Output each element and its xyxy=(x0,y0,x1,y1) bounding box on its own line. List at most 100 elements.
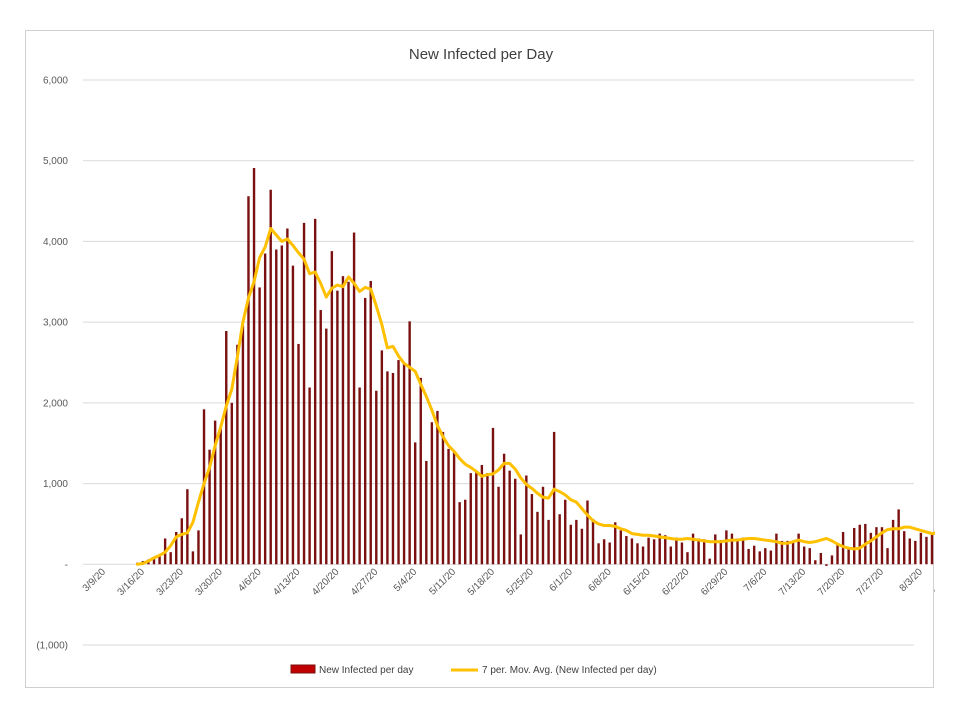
bar xyxy=(425,460,428,565)
bar xyxy=(786,540,789,565)
bar xyxy=(308,387,311,565)
legend: New Infected per day 7 per. Mov. Avg. (N… xyxy=(290,664,657,676)
bar xyxy=(891,519,895,565)
bar xyxy=(430,422,434,565)
bar xyxy=(930,532,934,565)
bar xyxy=(502,453,506,565)
bar xyxy=(897,509,900,565)
x-tick-label: 7/27/20 xyxy=(855,566,887,598)
bar xyxy=(608,542,611,565)
bar xyxy=(825,564,828,566)
bar xyxy=(375,390,378,565)
bar xyxy=(708,558,711,565)
bar xyxy=(591,519,595,565)
chart-title: New Infected per Day xyxy=(409,46,554,63)
x-tick-label: 5/4/20 xyxy=(392,566,420,594)
bar xyxy=(903,531,906,565)
bar xyxy=(725,530,728,565)
bar xyxy=(841,532,845,565)
chart-frame: New Infected per Day (1,000) - 1,000 2,000 3… xyxy=(25,30,935,688)
bar xyxy=(719,540,723,565)
bar xyxy=(452,451,456,565)
y-tick-label: 5,000 xyxy=(43,156,68,167)
y-tick-label: (1,000) xyxy=(36,641,68,652)
x-tick-label: 6/15/20 xyxy=(621,566,653,598)
bar xyxy=(241,325,245,565)
bar xyxy=(358,387,361,565)
bar xyxy=(419,377,422,565)
y-tick-label: 2,000 xyxy=(43,398,68,409)
bar xyxy=(641,546,645,565)
bar xyxy=(630,538,634,565)
y-tick-label: 1,000 xyxy=(43,479,68,490)
bar xyxy=(475,470,478,565)
bar xyxy=(747,548,750,565)
bar xyxy=(258,287,261,565)
x-axis-ticks: 3/9/20 3/16/20 3/23/20 3/30/20 4/6/20 4/13/20… xyxy=(81,566,935,598)
bar xyxy=(525,475,528,565)
bar xyxy=(397,360,400,565)
bar xyxy=(602,539,606,565)
bar-series xyxy=(136,167,934,566)
bar xyxy=(597,543,600,565)
bar xyxy=(497,486,500,565)
bar xyxy=(191,551,195,565)
bar xyxy=(336,290,339,565)
bar xyxy=(802,546,806,565)
bar xyxy=(775,533,778,565)
bar xyxy=(169,552,172,565)
bar xyxy=(853,527,856,565)
legend-label-bars: New Infected per day xyxy=(319,665,414,676)
bar xyxy=(858,524,861,565)
bar xyxy=(814,560,817,565)
bar xyxy=(369,280,372,565)
x-tick-label: 4/6/20 xyxy=(236,566,264,594)
bar xyxy=(180,518,183,565)
chart: New Infected per Day (1,000) - 1,000 2,000 3… xyxy=(36,46,935,676)
bar xyxy=(569,524,572,565)
bar xyxy=(225,331,228,565)
bar xyxy=(197,530,200,565)
bar xyxy=(836,544,839,565)
x-tick-label: 8/3/20 xyxy=(898,566,926,594)
x-tick-label: 7/6/20 xyxy=(742,566,770,594)
y-tick-label: 3,000 xyxy=(43,318,68,329)
bar xyxy=(514,478,517,565)
y-axis-ticks: (1,000) - 1,000 2,000 3,000 4,000 5,000 6,000 xyxy=(36,76,68,652)
bar xyxy=(908,538,911,565)
bar xyxy=(730,533,734,565)
bar xyxy=(347,281,350,565)
bar xyxy=(586,500,589,565)
bar xyxy=(875,527,878,565)
bar xyxy=(625,536,628,565)
bar xyxy=(925,536,928,565)
bar xyxy=(208,449,211,565)
bar xyxy=(247,196,250,565)
bar xyxy=(736,538,739,565)
x-tick-label: 4/20/20 xyxy=(310,566,342,598)
bar xyxy=(702,539,706,565)
bar xyxy=(780,540,784,565)
bar xyxy=(458,502,461,565)
bar xyxy=(408,321,411,565)
x-tick-label: 6/1/20 xyxy=(547,566,575,594)
bar xyxy=(541,486,545,565)
bar xyxy=(469,473,472,565)
bar xyxy=(319,310,322,565)
bar xyxy=(464,499,467,565)
bar xyxy=(686,552,689,565)
bar xyxy=(769,550,773,565)
bar xyxy=(175,532,178,565)
legend-swatch-bars xyxy=(290,664,316,674)
bar xyxy=(880,527,884,565)
x-tick-label: 3/30/20 xyxy=(193,566,225,598)
bar xyxy=(764,548,767,565)
bar xyxy=(486,473,489,565)
x-tick-label: 6/22/20 xyxy=(660,566,692,598)
bar xyxy=(652,539,656,565)
bar xyxy=(402,363,406,565)
bar xyxy=(614,522,617,565)
bar xyxy=(669,546,673,565)
bar xyxy=(758,551,761,565)
bar xyxy=(297,343,300,565)
